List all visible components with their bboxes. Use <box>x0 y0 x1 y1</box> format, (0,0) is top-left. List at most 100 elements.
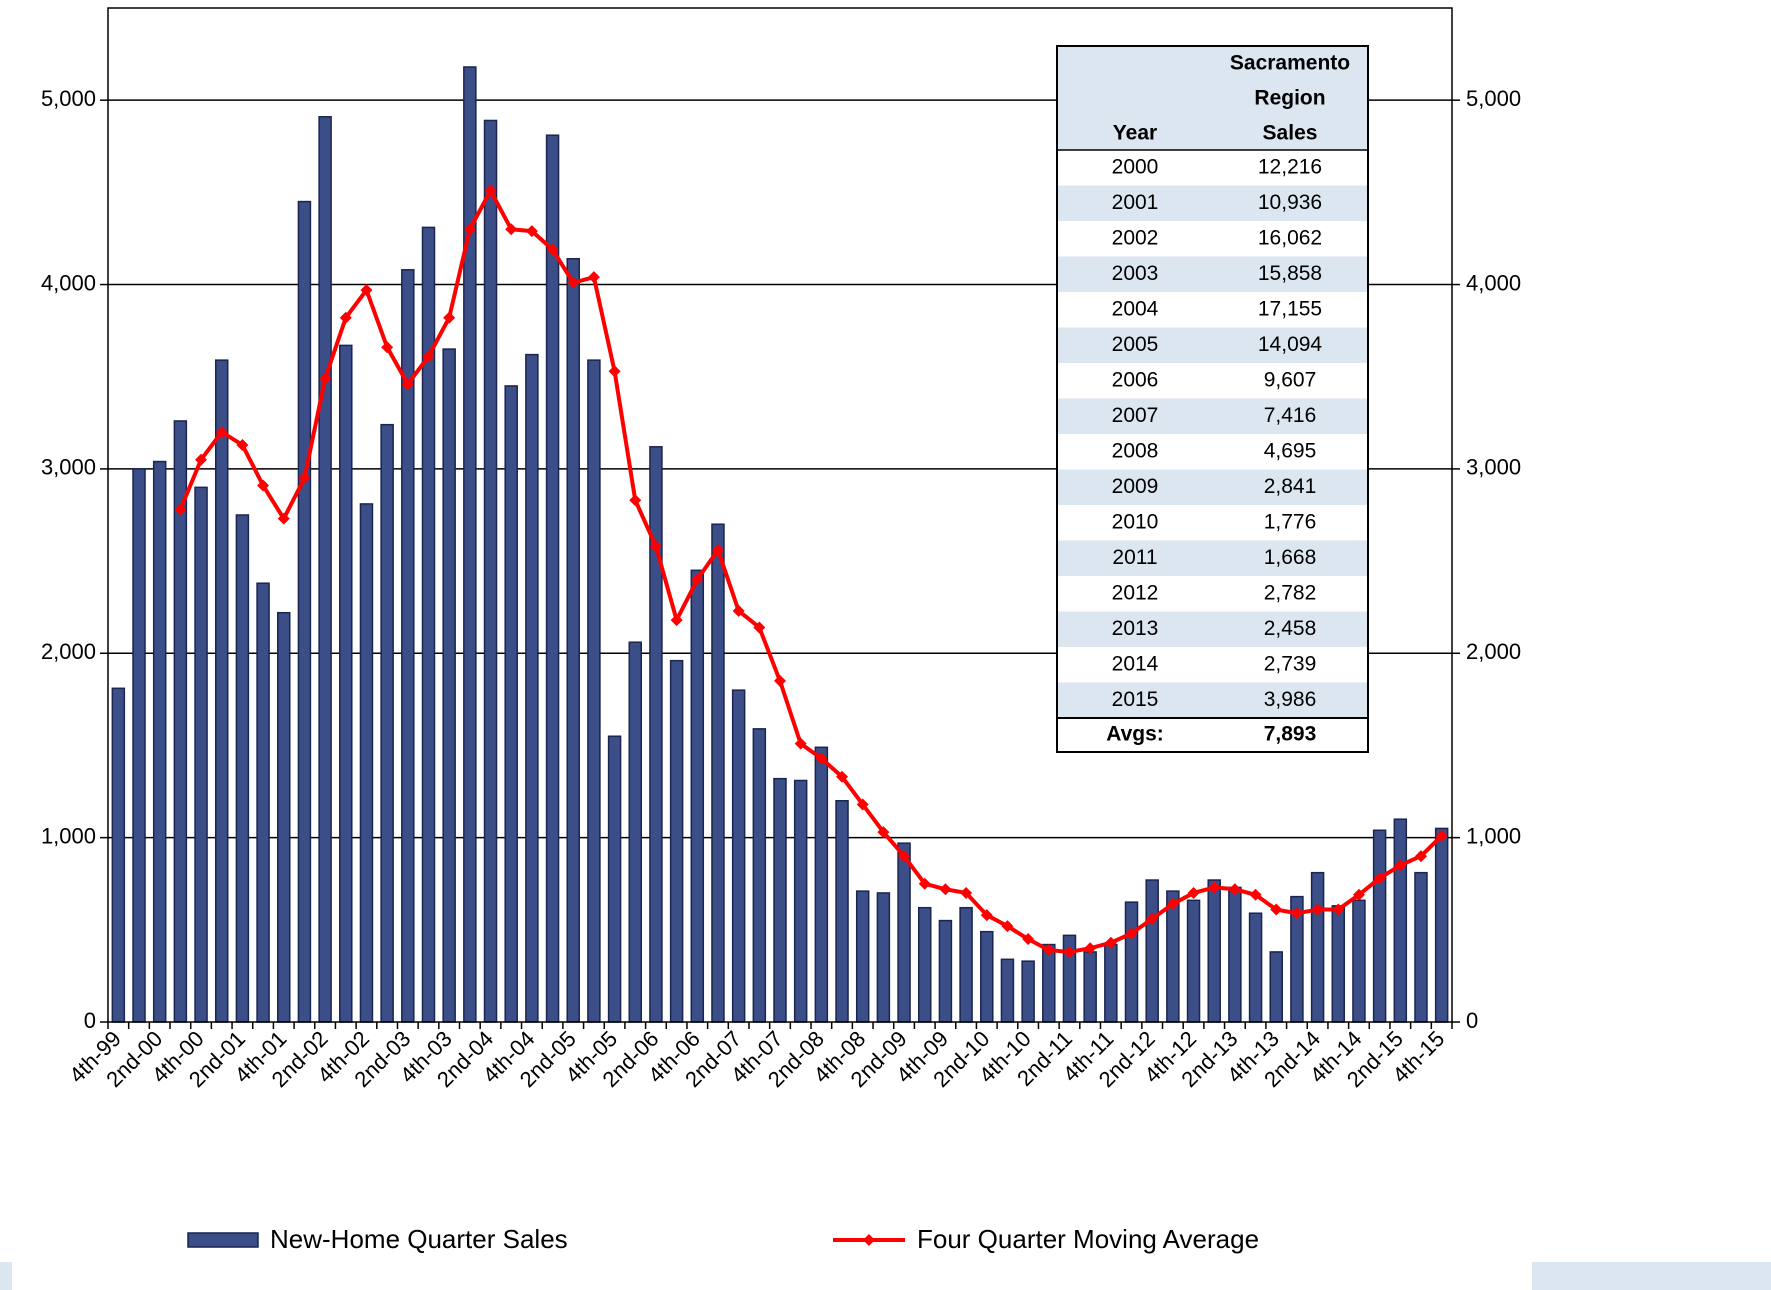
y2-tick-label: 5,000 <box>1466 86 1521 111</box>
bar <box>587 359 601 1023</box>
bar <box>214 359 229 1023</box>
bar <box>504 385 518 1023</box>
table-sales: 3,986 <box>1264 688 1317 711</box>
y-tick-label: 3,000 <box>41 455 96 480</box>
line-marker <box>195 453 208 466</box>
line-marker <box>670 614 683 627</box>
line-marker <box>1125 927 1138 940</box>
table-row-bg <box>1057 292 1368 328</box>
table-avg-value: 7,893 <box>1264 723 1317 746</box>
bar <box>1248 912 1263 1023</box>
line-marker <box>1352 888 1365 901</box>
line-marker <box>1146 912 1159 925</box>
line-marker <box>794 737 807 750</box>
plot-frame <box>107 7 1453 1023</box>
table-sales: 2,782 <box>1264 581 1317 604</box>
table-sales: 1,776 <box>1264 510 1317 533</box>
line-marker <box>381 341 394 354</box>
line-marker <box>277 512 290 525</box>
bar <box>752 728 767 1023</box>
line-marker <box>1104 936 1117 949</box>
bar <box>339 344 353 1023</box>
table-year: 2002 <box>1112 226 1159 249</box>
bar <box>1269 951 1283 1023</box>
bar <box>607 735 622 1023</box>
bar <box>711 523 725 1023</box>
y2-tick-label: 1,000 <box>1466 823 1521 848</box>
bar <box>1042 943 1056 1023</box>
table-sales: 9,607 <box>1264 368 1317 391</box>
legend-label: Four Quarter Moving Average <box>917 1224 1259 1254</box>
table-sales: 7,416 <box>1264 404 1317 427</box>
line-marker <box>505 223 518 236</box>
bar <box>690 569 705 1023</box>
bar <box>132 468 146 1023</box>
table-row-bg <box>1057 505 1368 541</box>
bar <box>235 514 250 1023</box>
line-marker <box>1414 850 1427 863</box>
line-marker <box>319 372 332 385</box>
table-sales: 2,458 <box>1264 617 1317 640</box>
line-marker <box>236 438 249 451</box>
bar <box>359 503 374 1023</box>
line-marker <box>1332 903 1345 916</box>
line-marker <box>629 494 642 507</box>
line-marker <box>1394 859 1407 872</box>
bar <box>876 892 891 1023</box>
bar <box>1021 960 1035 1023</box>
bar <box>525 353 539 1023</box>
y2-tick-label: 2,000 <box>1466 639 1521 664</box>
table-sales: 10,936 <box>1258 191 1322 214</box>
line-marker <box>1022 933 1035 946</box>
table-row-bg <box>1057 540 1368 576</box>
line-marker <box>649 540 662 553</box>
table-year: 2013 <box>1112 617 1159 640</box>
table-sales: 4,695 <box>1264 439 1317 462</box>
bar <box>1000 958 1015 1023</box>
table-year: 2014 <box>1112 652 1159 675</box>
line-marker <box>174 503 187 516</box>
table-sales: 17,155 <box>1258 297 1322 320</box>
table-sales: 2,841 <box>1264 475 1317 498</box>
table-year: 2004 <box>1112 297 1159 320</box>
bar <box>628 641 643 1023</box>
line-marker <box>339 311 352 324</box>
bar <box>442 348 456 1023</box>
bar <box>814 746 829 1023</box>
table-row-bg <box>1057 647 1368 683</box>
table-row-bg <box>1057 469 1368 505</box>
line-marker <box>732 604 745 617</box>
legend-swatch <box>187 1232 259 1248</box>
line-marker <box>1084 942 1097 955</box>
table-row-bg <box>1057 256 1368 292</box>
line-marker <box>546 243 559 256</box>
table-row-bg <box>1057 363 1368 399</box>
bar <box>1434 827 1449 1023</box>
table-sales: 2,739 <box>1264 652 1317 675</box>
bar <box>483 119 498 1023</box>
bar <box>731 689 746 1023</box>
line-marker <box>525 225 538 238</box>
table-row-bg <box>1057 221 1368 257</box>
line-marker <box>443 311 456 324</box>
line-marker <box>1270 903 1283 916</box>
line-marker <box>567 276 580 289</box>
line-marker <box>1166 898 1179 911</box>
table-header: Year <box>1113 122 1157 145</box>
line-marker <box>1063 945 1076 958</box>
y2-tick-label: 4,000 <box>1466 270 1521 295</box>
bar <box>1104 943 1118 1023</box>
y-tick-label: 2,000 <box>41 639 96 664</box>
bar <box>1331 905 1346 1023</box>
table-row-bg <box>1057 185 1368 221</box>
line-marker <box>463 223 476 236</box>
table-header: Sales <box>1263 122 1318 145</box>
table-row-bg <box>1057 611 1368 647</box>
bar <box>256 582 270 1023</box>
table-year: 2009 <box>1112 475 1159 498</box>
table-footer-bg <box>1057 718 1368 752</box>
bar <box>1414 871 1428 1023</box>
bar <box>194 486 208 1023</box>
table-year: 2003 <box>1112 262 1159 285</box>
table-sales: 12,216 <box>1258 155 1322 178</box>
